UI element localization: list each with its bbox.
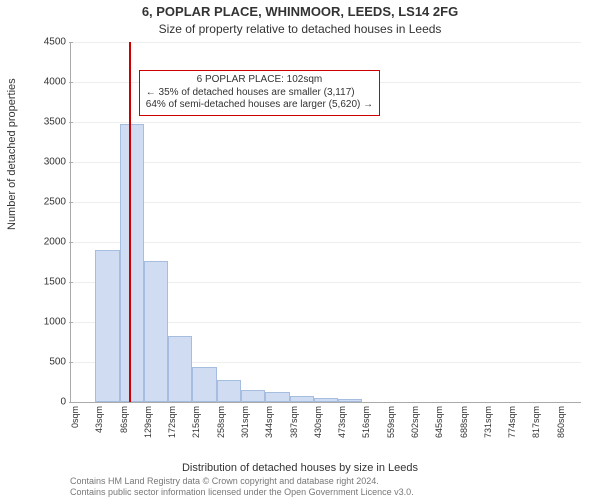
y-tick-label: 0 <box>30 397 66 408</box>
callout-line: 6 POPLAR PLACE: 102sqm <box>146 74 373 87</box>
y-tick-label: 4000 <box>30 77 66 88</box>
y-axis-label: Number of detached properties <box>6 78 18 230</box>
y-tick-label: 2500 <box>30 197 66 208</box>
histogram-bar <box>95 250 119 402</box>
x-axis-label: Distribution of detached houses by size … <box>0 462 600 474</box>
y-tick-mark <box>69 322 73 323</box>
callout-box: 6 POPLAR PLACE: 102sqm← 35% of detached … <box>139 70 380 116</box>
y-tick-mark <box>69 42 73 43</box>
credit-text: Contains HM Land Registry data © Crown c… <box>70 476 590 498</box>
histogram-bar <box>144 261 168 402</box>
y-tick-label: 500 <box>30 357 66 368</box>
histogram-bar <box>192 367 216 402</box>
credit-line-2: Contains public sector information licen… <box>70 487 590 498</box>
gridline <box>71 122 581 123</box>
gridline <box>71 202 581 203</box>
credit-line-1: Contains HM Land Registry data © Crown c… <box>70 476 590 487</box>
y-tick-label: 3000 <box>30 157 66 168</box>
chart-subtitle: Size of property relative to detached ho… <box>0 22 600 36</box>
callout-line: 64% of semi-detached houses are larger (… <box>146 99 373 112</box>
histogram-bar <box>265 392 289 402</box>
x-tick-label: 860sqm <box>556 406 600 438</box>
histogram-bar <box>120 124 144 402</box>
y-tick-label: 1500 <box>30 277 66 288</box>
y-tick-label: 1000 <box>30 317 66 328</box>
histogram-bar <box>338 399 362 402</box>
y-tick-mark <box>69 82 73 83</box>
y-tick-label: 3500 <box>30 117 66 128</box>
chart-container: 6, POPLAR PLACE, WHINMOOR, LEEDS, LS14 2… <box>0 0 600 500</box>
histogram-bar <box>217 380 241 402</box>
histogram-bar <box>314 398 338 402</box>
gridline <box>71 42 581 43</box>
y-tick-mark <box>69 242 73 243</box>
y-tick-mark <box>69 122 73 123</box>
y-tick-label: 2000 <box>30 237 66 248</box>
y-tick-mark <box>69 282 73 283</box>
gridline <box>71 162 581 163</box>
plot-area: 6 POPLAR PLACE: 102sqm← 35% of detached … <box>70 42 581 403</box>
y-tick-mark <box>69 162 73 163</box>
chart-title-address: 6, POPLAR PLACE, WHINMOOR, LEEDS, LS14 2… <box>0 4 600 19</box>
histogram-bar <box>290 396 314 402</box>
histogram-bar <box>168 336 192 402</box>
y-tick-label: 4500 <box>30 37 66 48</box>
property-marker-line <box>129 42 131 402</box>
callout-line: ← 35% of detached houses are smaller (3,… <box>146 87 373 100</box>
y-tick-mark <box>69 362 73 363</box>
y-tick-mark <box>69 402 73 403</box>
y-tick-mark <box>69 202 73 203</box>
gridline <box>71 242 581 243</box>
histogram-bar <box>241 390 265 402</box>
